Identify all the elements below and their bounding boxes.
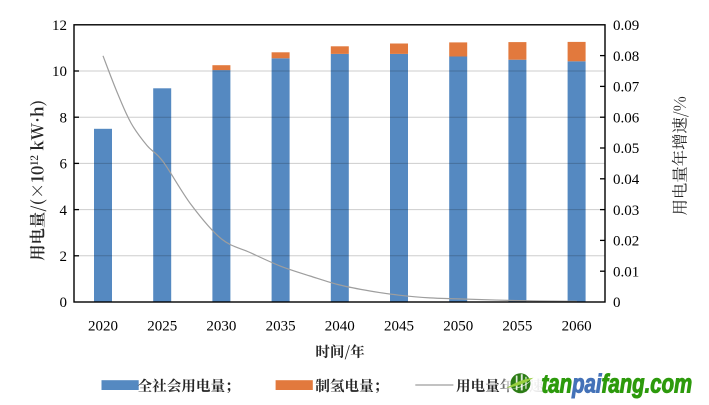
svg-text:0.03: 0.03 [613, 203, 639, 219]
svg-text:0.07: 0.07 [613, 80, 640, 96]
svg-text:0.08: 0.08 [613, 49, 639, 65]
svg-text:0.06: 0.06 [613, 110, 640, 126]
svg-text:6: 6 [60, 157, 68, 173]
svg-text:8: 8 [60, 110, 68, 126]
svg-text:2035: 2035 [266, 319, 296, 335]
svg-text:0: 0 [613, 295, 621, 311]
svg-text:tanpaifang.com: tanpaifang.com [542, 369, 693, 398]
svg-text:0.05: 0.05 [613, 141, 639, 157]
svg-text:0.04: 0.04 [613, 172, 640, 188]
svg-text:2030: 2030 [206, 319, 236, 335]
svg-text:0.09: 0.09 [613, 18, 639, 34]
svg-text:2050: 2050 [443, 319, 473, 335]
svg-text:2020: 2020 [88, 319, 118, 335]
svg-text:0.02: 0.02 [613, 234, 639, 250]
svg-text:2040: 2040 [325, 319, 355, 335]
svg-text:2045: 2045 [384, 319, 414, 335]
svg-text:2060: 2060 [562, 319, 592, 335]
svg-text:2: 2 [60, 249, 68, 265]
svg-text:10: 10 [52, 64, 67, 80]
svg-text:4: 4 [60, 203, 68, 219]
svg-text:0.01: 0.01 [613, 264, 639, 280]
svg-text:12: 12 [52, 18, 67, 34]
svg-text:0: 0 [60, 295, 68, 311]
svg-text:2055: 2055 [502, 319, 532, 335]
svg-text:2025: 2025 [147, 319, 177, 335]
